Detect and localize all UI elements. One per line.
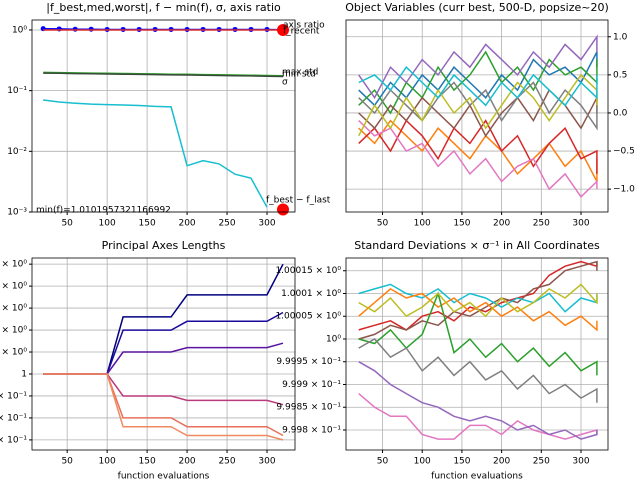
- series-marker: [88, 26, 94, 32]
- y-tick-label: 9.9985 × 10⁻¹: [276, 403, 341, 413]
- x-tick-label: 250: [533, 457, 550, 467]
- axes-frame: [345, 19, 609, 213]
- y-tick-label: 1.0001 × 10⁰: [281, 289, 341, 299]
- y-tick-label: 10⁰: [326, 334, 341, 344]
- series-line: [358, 393, 598, 440]
- x-tick-label: 250: [218, 219, 235, 229]
- chart-title: |f_best,med,worst|, f − min(f), σ, axis …: [46, 1, 281, 14]
- y-tick-label: 1.0002 × 10⁰: [0, 282, 27, 292]
- chart-title: Standard Deviations × σ⁻¹ in All Coordin…: [354, 239, 600, 252]
- x-tick-label: 300: [572, 219, 589, 229]
- y-tick-label: 0.0: [613, 108, 628, 118]
- x-tick-label: 100: [99, 219, 116, 229]
- y-tick-label: 9.9995 × 10⁻¹: [276, 357, 341, 367]
- y-tick-label: 9.999 × 10⁻¹: [0, 413, 27, 423]
- y-tick-label: 1.00005 × 10⁰: [275, 312, 341, 322]
- y-tick-label: 10⁻¹: [7, 86, 27, 96]
- series-line: [358, 88, 598, 138]
- y-tick-label: 1.00015 × 10⁰: [0, 304, 27, 314]
- x-tick-label: 300: [258, 457, 275, 467]
- y-tick-label: 9.9995 × 10⁻¹: [0, 391, 27, 401]
- x-tick-label: 50: [377, 457, 389, 467]
- y-tick-label: 1: [21, 369, 27, 379]
- series-line: [358, 283, 598, 313]
- annotation: min(f)=1.0101957321166992: [36, 206, 171, 216]
- plot-area: [346, 20, 608, 212]
- series-line: [358, 361, 598, 440]
- x-tick-label: 250: [218, 457, 235, 467]
- x-tick-label: 300: [572, 457, 589, 467]
- annotation: f_recent: [283, 27, 320, 37]
- series-line: [358, 291, 598, 376]
- series-line: [358, 287, 598, 332]
- annotation: σ: [282, 78, 288, 88]
- series-line: [358, 119, 598, 174]
- y-tick-label: 1.00015 × 10⁰: [275, 266, 341, 276]
- y-tick-label: 9.998 × 10⁻¹: [282, 425, 341, 435]
- series-line: [358, 73, 598, 137]
- y-tick-label: −1.0: [613, 185, 635, 195]
- x-tick-label: 150: [453, 457, 470, 467]
- chart-title: Object Variables (curr best, 500-D, pops…: [345, 1, 609, 14]
- x-tick-label: 100: [99, 457, 116, 467]
- y-tick-label: 9.9985 × 10⁻¹: [0, 435, 27, 445]
- x-tick-label: 250: [533, 219, 550, 229]
- y-tick-label: 1.00025 × 10⁰: [0, 260, 27, 270]
- annotation: f_best − f_last: [266, 196, 331, 206]
- series-line: [358, 34, 598, 100]
- y-tick-label: 0.5: [613, 70, 627, 80]
- axes-frame: [31, 19, 296, 213]
- chart-title: Principal Axes Lengths: [102, 239, 226, 252]
- plot-area: [346, 258, 608, 450]
- y-tick-label: 9.999 × 10⁻¹: [282, 380, 341, 390]
- series-line: [43, 373, 284, 441]
- series-marker: [72, 26, 78, 32]
- x-tick-label: 50: [61, 457, 73, 467]
- point-marker: [277, 203, 290, 216]
- x-tick-label: 50: [61, 219, 73, 229]
- y-tick-label: 10⁻²: [7, 147, 27, 157]
- x-tick-label: 150: [139, 457, 156, 467]
- y-tick-label: 1.0: [613, 32, 628, 42]
- y-tick-label: 1.00005 × 10⁰: [0, 348, 27, 358]
- x-tick-label: 100: [414, 219, 431, 229]
- series-line: [358, 338, 598, 403]
- y-tick-label: 1.0001 × 10⁰: [0, 326, 27, 336]
- series-line: [43, 99, 268, 208]
- point-marker: [277, 23, 290, 36]
- x-tick-label: 150: [139, 219, 156, 229]
- series-line: [358, 260, 598, 340]
- x-tick-label: 200: [178, 219, 195, 229]
- series-line: [358, 283, 598, 318]
- x-tick-label: 100: [414, 457, 431, 467]
- x-tick-label: 200: [493, 457, 510, 467]
- x-axis-label: function evaluations: [431, 472, 523, 480]
- x-tick-label: 150: [453, 219, 470, 229]
- y-tick-label: 10⁰: [12, 25, 27, 35]
- series-line: [358, 260, 598, 331]
- axes-frame: [345, 257, 609, 451]
- annotation: min std: [282, 70, 316, 80]
- x-axis-label: function evaluations: [118, 472, 210, 480]
- annotation: max std: [282, 68, 318, 78]
- series-line: [358, 120, 598, 198]
- x-tick-label: 200: [493, 219, 510, 229]
- x-tick-label: 300: [258, 219, 275, 229]
- annotation: axis ratio: [283, 21, 325, 31]
- axes-frame: [31, 257, 296, 451]
- y-tick-label: −0.5: [613, 147, 635, 157]
- x-tick-label: 200: [178, 457, 195, 467]
- series-line: [43, 72, 284, 78]
- series-line: [358, 81, 598, 131]
- series-line: [358, 66, 598, 107]
- x-tick-label: 50: [377, 219, 389, 229]
- plot-area: [32, 258, 295, 450]
- y-tick-label: 10⁻³: [7, 208, 27, 218]
- series-line: [358, 50, 598, 115]
- plot-area: [32, 20, 295, 212]
